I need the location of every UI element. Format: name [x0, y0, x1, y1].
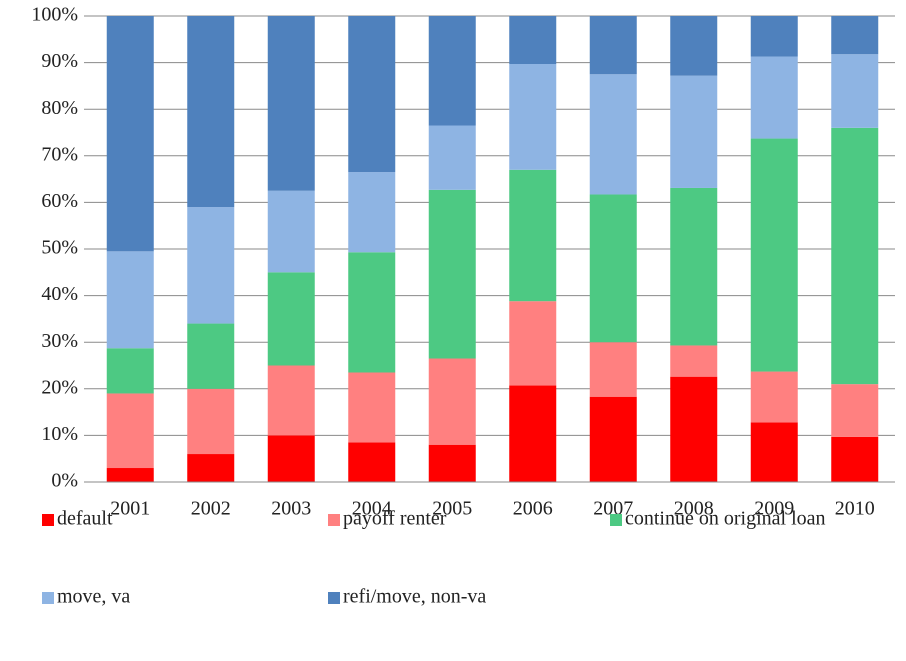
- bar-segment: [831, 127, 879, 385]
- bar-segment: [589, 342, 637, 397]
- bar-segment: [187, 454, 235, 482]
- bar-segment: [106, 348, 154, 394]
- bar-segment: [348, 372, 396, 443]
- bar-segment: [750, 56, 798, 139]
- legend-label: move, va: [57, 586, 130, 608]
- x-tick-label: 2003: [271, 498, 311, 520]
- x-tick-label: 2008: [674, 498, 714, 520]
- bar-segment: [509, 16, 557, 64]
- legend-label: continue on original loan: [625, 508, 826, 530]
- bar-segment: [106, 251, 154, 349]
- bar-segment: [670, 187, 718, 346]
- bar-segment: [106, 16, 154, 252]
- legend-swatch: [610, 514, 622, 526]
- y-tick-label: 0%: [51, 470, 78, 492]
- bar-segment: [187, 16, 235, 208]
- bar-segment: [589, 194, 637, 343]
- bar-segment: [589, 396, 637, 482]
- bar-segment: [509, 169, 557, 302]
- bar-segment: [589, 16, 637, 75]
- x-tick-label: 2002: [191, 498, 231, 520]
- legend-swatch: [42, 592, 54, 604]
- bar-segment: [670, 345, 718, 377]
- bar-segment: [750, 16, 798, 57]
- bar-segment: [428, 358, 476, 445]
- y-tick-label: 30%: [41, 330, 78, 352]
- bar-segment: [831, 16, 879, 55]
- x-tick-label: 2010: [835, 498, 875, 520]
- bar-segment: [589, 74, 637, 195]
- bar-segment: [348, 172, 396, 253]
- legend-label: refi/move, non-va: [343, 586, 486, 608]
- bar-segment: [831, 384, 879, 437]
- bar-segment: [509, 301, 557, 386]
- legend-label: default: [57, 508, 113, 530]
- bar-segment: [187, 207, 235, 324]
- bar-segment: [267, 365, 315, 436]
- bar-segment: [348, 442, 396, 482]
- y-tick-label: 40%: [41, 283, 78, 305]
- y-tick-label: 80%: [41, 97, 78, 119]
- bar-segment: [187, 388, 235, 455]
- bar-segment: [831, 54, 879, 128]
- y-tick-label: 90%: [41, 50, 78, 72]
- legend-label: payoff renter: [343, 508, 447, 530]
- bar-segment: [106, 393, 154, 469]
- y-tick-label: 10%: [41, 423, 78, 445]
- x-tick-label: 2006: [513, 498, 553, 520]
- bar-segment: [750, 371, 798, 423]
- bar-segment: [428, 444, 476, 482]
- legend-swatch: [328, 514, 340, 526]
- bar-segment: [831, 436, 879, 482]
- bar-segment: [267, 190, 315, 273]
- bar-segment: [267, 16, 315, 191]
- bar-segment: [670, 376, 718, 482]
- bar-segment: [348, 252, 396, 373]
- bar-segment: [509, 385, 557, 482]
- bar-segment: [428, 125, 476, 190]
- bar-segment: [187, 323, 235, 389]
- y-tick-label: 70%: [41, 143, 78, 165]
- bar-segment: [750, 422, 798, 482]
- bar-segment: [428, 189, 476, 359]
- bar-segment: [106, 468, 154, 482]
- y-tick-label: 20%: [41, 376, 78, 398]
- bar-segment: [348, 16, 396, 173]
- bar-segment: [750, 138, 798, 372]
- y-tick-label: 50%: [41, 237, 78, 259]
- x-tick-label: 2001: [110, 498, 150, 520]
- y-tick-label: 60%: [41, 190, 78, 212]
- legend-swatch: [328, 592, 340, 604]
- bar-segment: [267, 435, 315, 482]
- bar-segment: [428, 16, 476, 126]
- legend-swatch: [42, 514, 54, 526]
- x-tick-label: 2005: [432, 498, 472, 520]
- bar-segment: [670, 16, 718, 76]
- bar-segment: [670, 75, 718, 188]
- y-tick-label: 100%: [31, 4, 78, 26]
- bar-segment: [267, 272, 315, 366]
- bar-segment: [509, 63, 557, 170]
- x-tick-label: 2004: [352, 498, 392, 520]
- x-tick-label: 2009: [754, 498, 794, 520]
- x-tick-label: 2007: [593, 498, 633, 520]
